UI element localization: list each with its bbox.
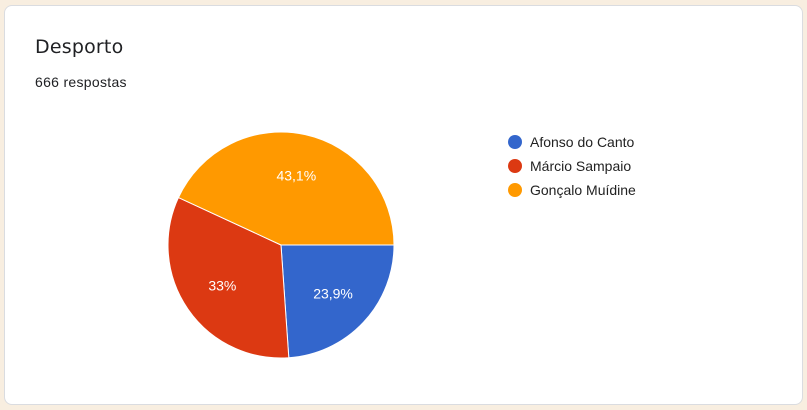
legend-item[interactable]: Gonçalo Muídine [508,178,636,202]
legend: Afonso do Canto Márcio Sampaio Gonçalo M… [508,130,636,202]
legend-swatch-icon [508,135,522,149]
pie-slice[interactable] [167,196,290,359]
pie-slice[interactable] [280,244,395,359]
chart-card: Desporto 666 respostas [4,5,803,405]
legend-item[interactable]: Márcio Sampaio [508,154,636,178]
slice-label: 43,1% [276,167,316,183]
legend-item[interactable]: Afonso do Canto [508,130,636,154]
legend-label: Afonso do Canto [530,134,635,150]
slice-label: 23,9% [313,286,353,302]
pie-slice[interactable] [177,131,395,246]
slice-label: 33% [208,277,236,293]
legend-label: Gonçalo Muídine [530,182,636,198]
legend-swatch-icon [508,159,522,173]
legend-swatch-icon [508,183,522,197]
legend-label: Márcio Sampaio [530,158,632,174]
question-title: Desporto [35,36,124,58]
response-count: 666 respostas [35,74,127,90]
